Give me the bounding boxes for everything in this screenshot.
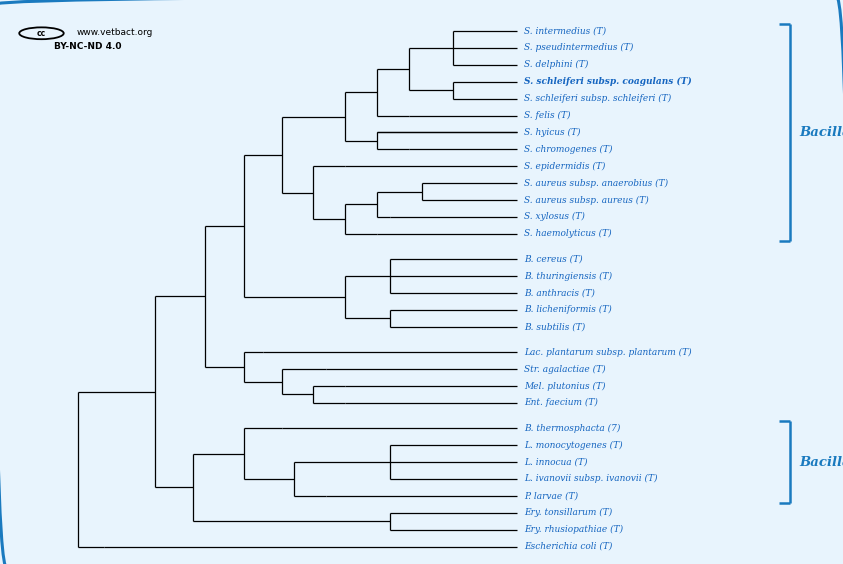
Text: S. schleiferi subsp. coagulans (T): S. schleiferi subsp. coagulans (T) [524, 77, 692, 86]
Text: Escherichia coli (T): Escherichia coli (T) [524, 542, 613, 551]
Text: B. subtilis (T): B. subtilis (T) [524, 322, 586, 331]
Text: L. ivanovii subsp. ivanovii (T): L. ivanovii subsp. ivanovii (T) [524, 474, 658, 483]
Text: P. larvae (T): P. larvae (T) [524, 491, 578, 500]
Text: S. pseudintermedius (T): S. pseudintermedius (T) [524, 43, 634, 52]
Text: Bacillales: Bacillales [800, 456, 843, 469]
Text: B. thuringiensis (T): B. thuringiensis (T) [524, 271, 613, 281]
Text: Str. agalactiae (T): Str. agalactiae (T) [524, 364, 606, 373]
Text: B. licheniformis (T): B. licheniformis (T) [524, 305, 612, 315]
Text: BY-NC-ND 4.0: BY-NC-ND 4.0 [54, 42, 121, 51]
Text: www.vetbact.org: www.vetbact.org [77, 28, 153, 37]
Text: S. chromogenes (T): S. chromogenes (T) [524, 145, 613, 154]
Text: Mel. plutonius (T): Mel. plutonius (T) [524, 381, 606, 390]
Text: Bacillales: Bacillales [800, 126, 843, 139]
Text: S. epidermidis (T): S. epidermidis (T) [524, 162, 606, 171]
Text: S. intermedius (T): S. intermedius (T) [524, 27, 607, 36]
Text: S. haemolyticus (T): S. haemolyticus (T) [524, 229, 612, 239]
Text: S. hyicus (T): S. hyicus (T) [524, 128, 581, 137]
Text: B. cereus (T): B. cereus (T) [524, 255, 583, 264]
Text: Ent. faecium (T): Ent. faecium (T) [524, 398, 599, 407]
Text: S. felis (T): S. felis (T) [524, 111, 571, 120]
Text: Ery. rhusiopathiae (T): Ery. rhusiopathiae (T) [524, 525, 624, 534]
Text: L. innocua (T): L. innocua (T) [524, 457, 588, 466]
Text: B. anthracis (T): B. anthracis (T) [524, 289, 595, 297]
Text: L. monocytogenes (T): L. monocytogenes (T) [524, 440, 623, 450]
Text: S. schleiferi subsp. schleiferi (T): S. schleiferi subsp. schleiferi (T) [524, 94, 672, 103]
Text: S. aureus subsp. anaerobius (T): S. aureus subsp. anaerobius (T) [524, 179, 668, 188]
Text: S. aureus subsp. aureus (T): S. aureus subsp. aureus (T) [524, 196, 649, 205]
Text: S. delphini (T): S. delphini (T) [524, 60, 588, 69]
Text: Lac. plantarum subsp. plantarum (T): Lac. plantarum subsp. plantarum (T) [524, 347, 692, 356]
Text: B. thermosphacta (7): B. thermosphacta (7) [524, 424, 620, 433]
Text: S. xylosus (T): S. xylosus (T) [524, 213, 585, 222]
Text: Ery. tonsillarum (T): Ery. tonsillarum (T) [524, 508, 613, 517]
Text: cc: cc [37, 29, 46, 38]
